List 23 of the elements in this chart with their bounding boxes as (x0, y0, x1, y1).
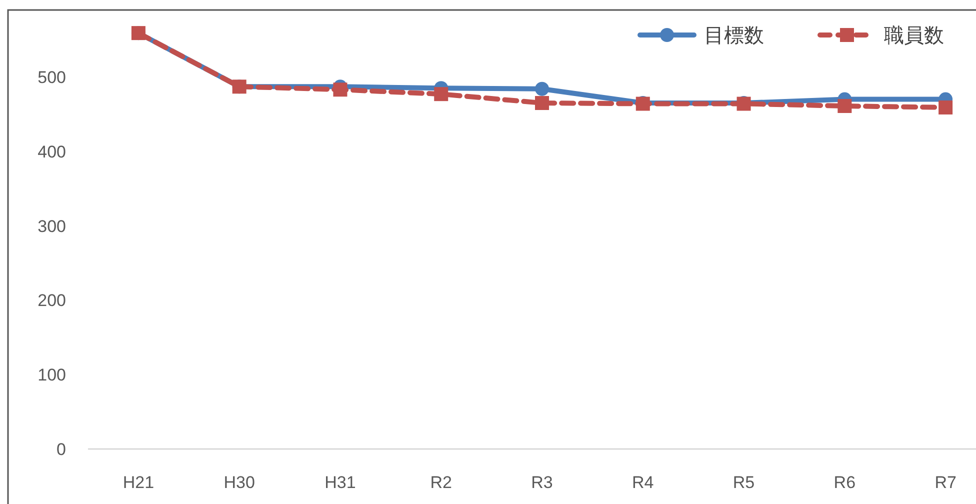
x-tick-label: R5 (732, 473, 755, 492)
x-tick-label: R2 (430, 473, 452, 492)
x-tick-label: R3 (531, 473, 553, 492)
point (434, 87, 448, 102)
x-tick-label: R4 (632, 473, 654, 492)
point (535, 82, 549, 96)
point (938, 100, 953, 114)
point (535, 96, 549, 110)
y-tick-label: 200 (38, 291, 66, 310)
y-tick-label: 100 (38, 366, 66, 385)
y-tick-label: 300 (38, 216, 66, 236)
x-tick-label: R7 (934, 473, 956, 492)
y-tick-label: 0 (56, 440, 66, 459)
legend-label: 職員数 (884, 25, 944, 47)
x-tick-label: H30 (224, 473, 255, 492)
y-tick-label: 400 (38, 142, 66, 162)
x-tick-label: H21 (122, 473, 154, 492)
point (333, 82, 348, 97)
legend-label: 目標数 (704, 25, 764, 47)
x-tick-label: H31 (324, 473, 356, 492)
y-tick-label: 500 (38, 68, 66, 87)
x-tick-label: R6 (834, 473, 856, 492)
point (838, 98, 852, 113)
